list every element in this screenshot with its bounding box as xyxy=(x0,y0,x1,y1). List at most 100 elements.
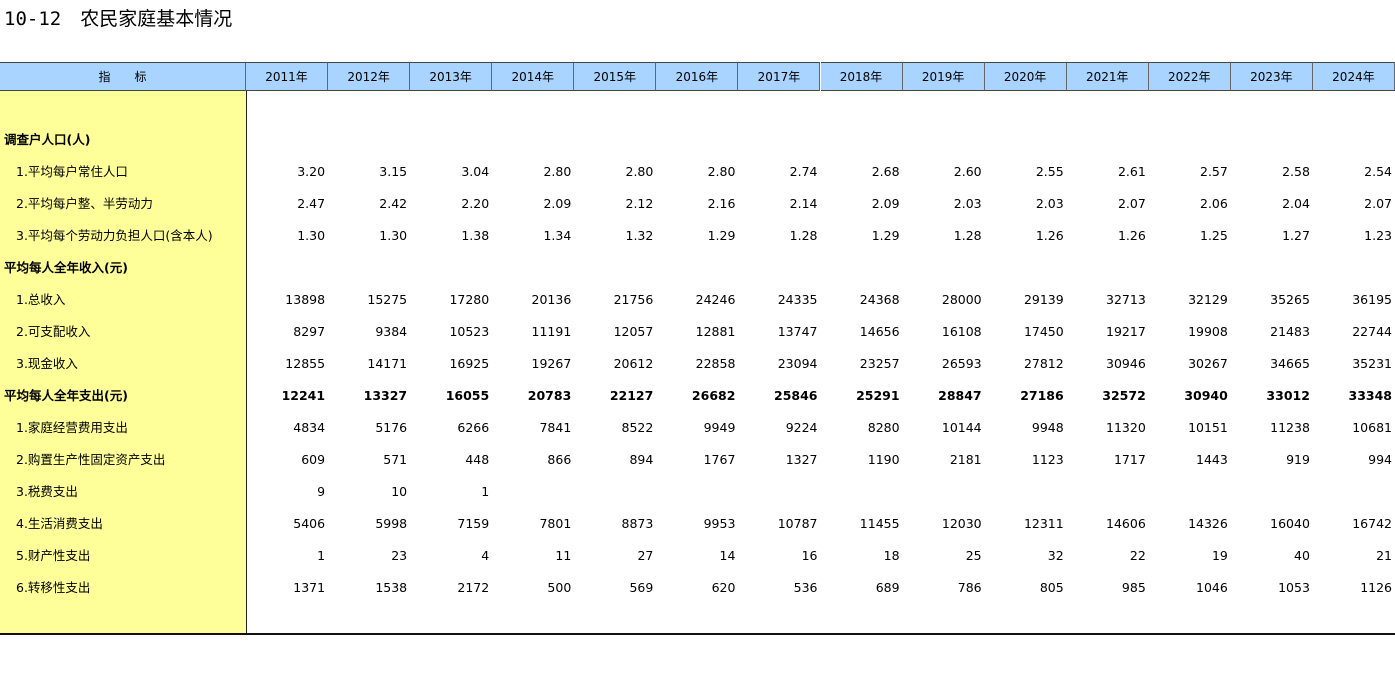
value-cell: 2.47 xyxy=(297,196,326,211)
value-cell: 36195 xyxy=(1352,292,1392,307)
value-cell: 21756 xyxy=(613,292,654,307)
label-column xyxy=(0,91,247,634)
table-bottom-rule xyxy=(0,633,1395,635)
value-cell: 20136 xyxy=(531,292,572,307)
value-cell: 23257 xyxy=(859,356,900,371)
value-cell: 1 xyxy=(317,548,326,563)
value-cell: 2.12 xyxy=(625,196,654,211)
value-cell: 571 xyxy=(383,452,408,467)
value-cell: 1.28 xyxy=(789,228,818,243)
value-cell: 33348 xyxy=(1348,388,1393,403)
value-cell: 26593 xyxy=(941,356,982,371)
value-cell: 35265 xyxy=(1270,292,1310,307)
value-cell: 16055 xyxy=(445,388,490,403)
value-cell: 994 xyxy=(1368,452,1392,467)
value-cell: 1.34 xyxy=(543,228,572,243)
value-cell: 16 xyxy=(801,548,818,563)
value-cell: 9949 xyxy=(703,420,736,435)
value-cell: 30267 xyxy=(1188,356,1228,371)
value-cell: 9948 xyxy=(1031,420,1064,435)
value-cell: 805 xyxy=(1039,580,1064,595)
value-cell: 2.58 xyxy=(1282,164,1310,179)
value-cell: 8873 xyxy=(621,516,654,531)
value-cell: 21483 xyxy=(1270,324,1310,339)
value-cell: 4 xyxy=(481,548,490,563)
value-cell: 17280 xyxy=(449,292,490,307)
row-label: 平均每人全年支出(元) xyxy=(4,388,128,403)
row-label: 3.现金收入 xyxy=(16,356,78,371)
header-year: 2021年 xyxy=(1066,62,1149,91)
value-cell: 7159 xyxy=(457,516,490,531)
value-cell: 1.30 xyxy=(379,228,408,243)
value-cell: 2.14 xyxy=(789,196,818,211)
value-cell: 1.30 xyxy=(297,228,326,243)
row-label: 1.家庭经营费用支出 xyxy=(16,420,128,435)
value-cell: 1123 xyxy=(1031,452,1064,467)
value-cell: 10787 xyxy=(777,516,818,531)
value-cell: 14 xyxy=(719,548,736,563)
value-cell: 11320 xyxy=(1106,420,1146,435)
value-cell: 22 xyxy=(1129,548,1146,563)
row-label: 4.生活消费支出 xyxy=(16,516,103,531)
value-cell: 12855 xyxy=(285,356,326,371)
value-cell: 569 xyxy=(629,580,654,595)
value-cell: 609 xyxy=(301,452,326,467)
value-cell: 2.68 xyxy=(871,164,900,179)
header-year: 2012年 xyxy=(328,62,411,91)
header-year: 2013年 xyxy=(410,62,493,91)
value-cell: 2.74 xyxy=(789,164,818,179)
value-cell: 12881 xyxy=(695,324,736,339)
value-cell: 23 xyxy=(391,548,408,563)
value-cell: 2.03 xyxy=(1035,196,1064,211)
value-cell: 2.80 xyxy=(625,164,654,179)
value-cell: 28847 xyxy=(938,388,982,403)
row-label: 3.税费支出 xyxy=(16,484,78,499)
value-cell: 40 xyxy=(1294,548,1310,563)
value-cell: 786 xyxy=(957,580,982,595)
value-cell: 13898 xyxy=(285,292,326,307)
value-cell: 2.80 xyxy=(543,164,572,179)
header-year: 2011年 xyxy=(246,62,329,91)
value-cell: 16040 xyxy=(1270,516,1310,531)
value-cell: 21 xyxy=(1376,548,1392,563)
value-cell: 6266 xyxy=(457,420,490,435)
value-cell: 2.04 xyxy=(1282,196,1310,211)
value-cell: 17450 xyxy=(1023,324,1064,339)
value-cell: 1053 xyxy=(1278,580,1310,595)
value-cell: 12311 xyxy=(1023,516,1064,531)
value-cell: 1.23 xyxy=(1364,228,1392,243)
value-cell: 1.38 xyxy=(461,228,490,243)
value-cell: 10681 xyxy=(1352,420,1392,435)
value-cell: 2.06 xyxy=(1200,196,1228,211)
value-cell: 19267 xyxy=(531,356,572,371)
value-cell: 30946 xyxy=(1106,356,1146,371)
value-cell: 2.07 xyxy=(1117,196,1146,211)
value-cell: 22858 xyxy=(695,356,736,371)
value-cell: 24246 xyxy=(695,292,736,307)
value-cell: 14326 xyxy=(1188,516,1228,531)
value-cell: 1.27 xyxy=(1282,228,1310,243)
value-cell: 32 xyxy=(1047,548,1064,563)
row-label: 1.总收入 xyxy=(16,292,66,307)
value-cell: 12030 xyxy=(941,516,982,531)
value-cell: 2.07 xyxy=(1364,196,1392,211)
value-cell: 2181 xyxy=(949,452,982,467)
value-cell: 29139 xyxy=(1023,292,1064,307)
value-cell: 19908 xyxy=(1188,324,1228,339)
header-year: 2014年 xyxy=(492,62,575,91)
value-cell: 28000 xyxy=(941,292,982,307)
value-cell: 16108 xyxy=(941,324,982,339)
value-cell: 1 xyxy=(481,484,490,499)
header-year: 2018年 xyxy=(820,62,903,91)
value-cell: 2.54 xyxy=(1364,164,1392,179)
value-cell: 9384 xyxy=(375,324,408,339)
value-cell: 22127 xyxy=(609,388,654,403)
value-cell: 18 xyxy=(883,548,900,563)
value-cell: 2.42 xyxy=(379,196,408,211)
row-label: 调查户人口(人) xyxy=(4,132,91,147)
value-cell: 1.32 xyxy=(625,228,654,243)
value-cell: 24335 xyxy=(777,292,818,307)
value-cell: 20612 xyxy=(613,356,654,371)
value-cell: 10151 xyxy=(1188,420,1228,435)
